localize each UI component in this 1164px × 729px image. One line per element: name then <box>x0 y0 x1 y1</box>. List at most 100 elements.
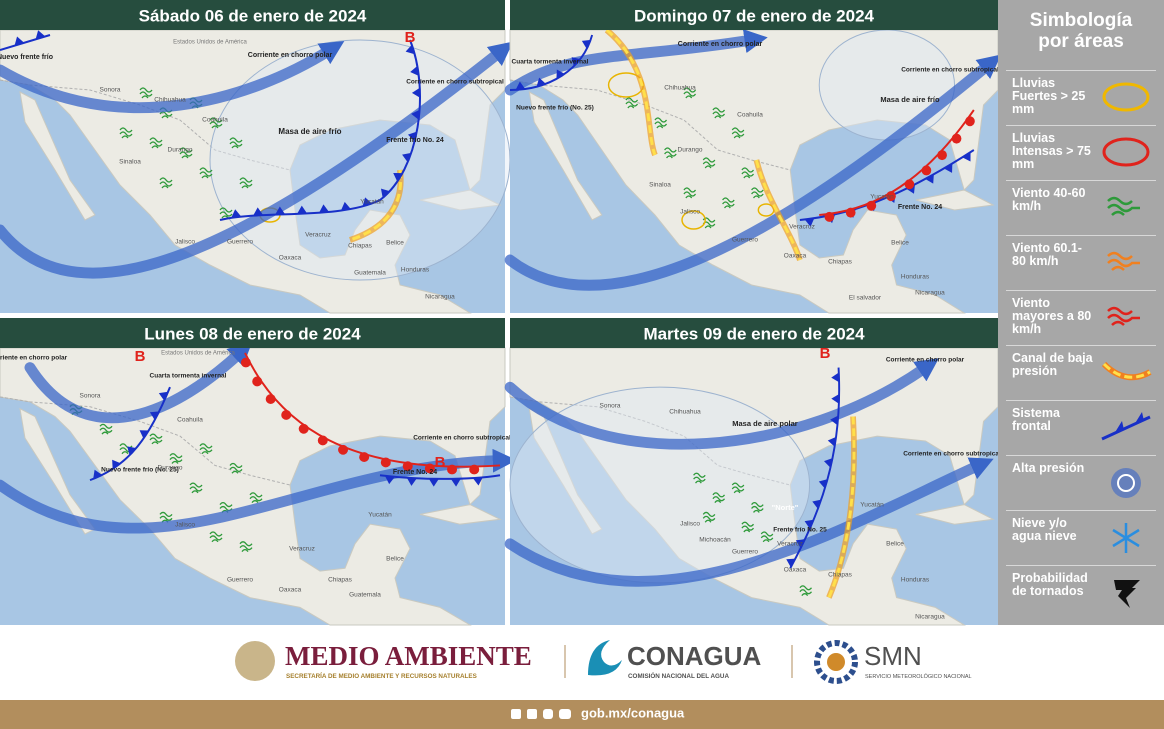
legend-item: Canal de baja presión <box>1006 345 1156 402</box>
front-symbol <box>823 458 833 468</box>
legend-icon <box>1107 306 1140 326</box>
map-label: B <box>135 348 146 365</box>
forecast-panel: Estados Unidos de América Nuevo frente fr… <box>0 0 514 313</box>
wind-icon <box>239 541 253 552</box>
jet-stream <box>0 41 514 279</box>
map-label: Oaxaca <box>784 567 807 574</box>
legend-icon <box>1101 361 1152 381</box>
map-label: Oaxaca <box>279 255 302 262</box>
wind-icon <box>159 177 173 189</box>
legend-icon <box>1112 523 1140 553</box>
front-symbol <box>925 174 934 184</box>
front-symbol <box>556 69 565 79</box>
wind-icon <box>760 531 774 543</box>
map-label: Guatemala <box>349 592 381 599</box>
front-symbol <box>831 393 840 404</box>
map-label: Oaxaca <box>279 587 302 594</box>
map-label: Durango <box>678 147 703 154</box>
jet-stream <box>24 341 253 424</box>
footer-url[interactable]: gob.mx/conagua <box>581 705 685 720</box>
legend-label: Lluvias Intensas > 75 mm <box>1012 131 1091 171</box>
front-symbol <box>231 209 242 218</box>
jet-stream <box>0 41 345 114</box>
map-label: Chihuahua <box>669 409 701 416</box>
legend-icon <box>1107 251 1140 271</box>
jet-stream <box>504 29 768 96</box>
front-symbol <box>297 205 308 214</box>
front-symbol <box>824 211 835 222</box>
map-label: Corriente en chorro polar <box>0 355 68 362</box>
legend-label: Probabilidad de tornados <box>1012 571 1088 598</box>
map-label: Chiapas <box>348 243 373 250</box>
front-symbol <box>951 133 962 144</box>
wind-icon <box>712 492 726 504</box>
front-symbol <box>411 109 420 120</box>
panel-title: Lunes 08 de enero de 2024 <box>144 324 361 343</box>
map-label: Corriente en chorro subtropical <box>406 79 504 86</box>
legend-item: Sistema frontal <box>1006 400 1156 457</box>
legend-icon <box>1111 468 1141 498</box>
wind-icon <box>751 502 764 513</box>
social-icons <box>511 709 571 719</box>
panel-title: Sábado 06 de enero de 2024 <box>139 6 367 25</box>
front-symbol <box>965 116 975 127</box>
map-label: Veracruz <box>789 224 815 231</box>
front-symbol <box>795 539 805 549</box>
front-symbol <box>402 461 413 472</box>
map-label: Chiapas <box>828 259 853 266</box>
panel-header <box>0 0 505 30</box>
map-label: Estados Unidos de América <box>173 40 247 46</box>
front-symbol <box>275 206 286 215</box>
panel-header <box>0 318 505 348</box>
legend-label: Viento 40-60 km/h <box>1012 186 1086 213</box>
wind-icon <box>219 207 233 219</box>
map-label: Belice <box>886 541 904 548</box>
wind-icon <box>722 197 735 209</box>
wind-icon <box>249 492 263 504</box>
map-area <box>0 341 517 625</box>
wind-icon <box>209 117 223 129</box>
map-label: Nicaragua <box>915 290 945 297</box>
trough <box>827 416 856 599</box>
smn-sub: SERVICIO METEOROLÓGICO NACIONAL <box>865 673 972 680</box>
footer-bar <box>0 700 1164 729</box>
map-label: Chiapas <box>328 577 353 584</box>
wind-icon <box>731 482 745 494</box>
map-label: Belice <box>891 240 909 247</box>
wind-icon <box>731 127 745 139</box>
map-label: Sonora <box>600 403 621 410</box>
wind-icon <box>119 127 133 139</box>
front-symbol <box>428 478 439 487</box>
front-symbol <box>384 475 395 485</box>
map-label: Veracruz <box>289 546 315 553</box>
wind-icon <box>799 585 812 597</box>
front-symbol <box>158 391 169 401</box>
smn-logo-core <box>827 653 845 671</box>
legend-item: Viento 60.1-80 km/h <box>1006 235 1156 292</box>
front-symbol <box>571 57 581 67</box>
front-symbol <box>921 165 932 176</box>
front-symbol <box>149 411 160 421</box>
legend-icon <box>1102 82 1150 112</box>
smn-name: SMN <box>864 641 922 671</box>
front-symbol <box>804 218 815 227</box>
wind-icon <box>229 137 243 149</box>
front-symbol <box>845 207 856 218</box>
semarnat-sub: SECRETARÍA DE MEDIO AMBIENTE Y RECURSOS … <box>286 671 477 680</box>
front-symbol <box>515 81 526 90</box>
map-label: Guerrero <box>227 577 253 584</box>
map-label: Belice <box>386 240 404 247</box>
map-label: Belice <box>386 556 404 563</box>
front-symbol <box>265 394 276 404</box>
front-symbol <box>943 163 953 173</box>
emblem <box>235 641 275 681</box>
front-symbol <box>35 30 46 40</box>
conagua-name: CONAGUA <box>627 641 762 671</box>
map-label: Chihuahua <box>664 85 696 92</box>
map-label: Yucatán <box>870 194 894 201</box>
wind-icon <box>149 137 163 149</box>
map-label: Frente frío No. 24 <box>386 137 444 144</box>
map-label: Oaxaca <box>784 253 807 260</box>
